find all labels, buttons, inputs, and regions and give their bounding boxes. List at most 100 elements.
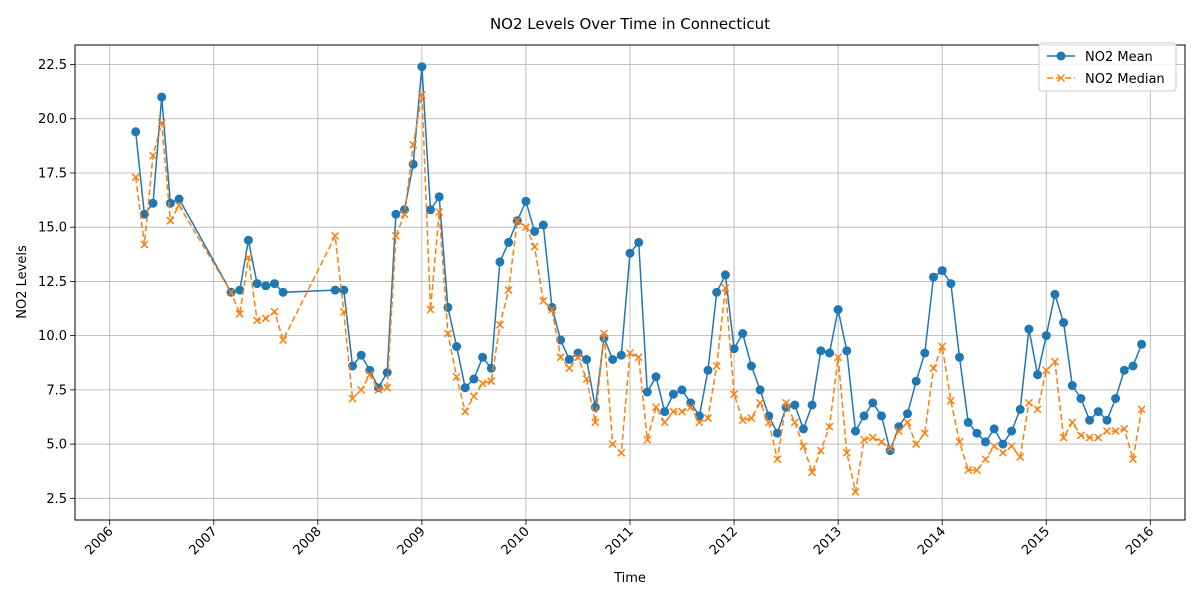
data-point-no2-median <box>929 364 938 373</box>
data-point-no2-median <box>808 468 817 477</box>
data-point-no2-median <box>244 253 253 262</box>
data-point-no2-mean <box>564 355 574 364</box>
data-point-no2-mean <box>478 352 488 362</box>
data-point-no2-mean <box>798 424 808 434</box>
data-point-no2-median <box>1111 427 1120 436</box>
x-axis-label: Time <box>613 571 646 586</box>
data-point-no2-median <box>981 455 990 464</box>
data-point-no2-mean <box>278 287 288 297</box>
data-point-no2-mean <box>165 198 175 208</box>
chart-title: NO2 Levels Over Time in Connecticut <box>490 15 770 33</box>
data-point-no2-mean <box>686 398 696 408</box>
data-point-no2-median <box>608 440 617 449</box>
data-point-no2-median <box>270 307 279 316</box>
y-tick-label: 22.5 <box>38 58 67 73</box>
data-point-no2-median <box>357 385 366 394</box>
data-point-no2-median <box>279 335 288 345</box>
data-point-no2-median <box>157 119 166 128</box>
data-point-no2-median <box>1068 418 1077 427</box>
data-point-no2-mean <box>998 439 1008 449</box>
legend-mean-marker <box>1056 51 1066 61</box>
data-point-no2-mean <box>703 365 713 375</box>
data-point-no2-median <box>964 466 973 475</box>
data-point-no2-mean <box>1059 318 1069 328</box>
data-point-no2-median <box>539 296 548 305</box>
data-point-no2-median <box>175 201 184 210</box>
data-point-no2-median <box>625 348 635 358</box>
data-point-no2-mean <box>235 285 245 295</box>
data-point-no2-median <box>868 433 877 442</box>
data-point-no2-mean <box>1093 407 1103 417</box>
legend-mean-label: NO2 Mean <box>1085 50 1153 65</box>
data-point-no2-mean <box>1007 426 1017 436</box>
data-point-no2-median <box>452 372 461 381</box>
data-point-no2-mean <box>131 127 141 137</box>
data-point-no2-median <box>730 390 739 399</box>
data-point-no2-median <box>556 353 565 362</box>
data-point-no2-median <box>1024 398 1033 407</box>
data-point-no2-mean <box>460 383 470 393</box>
data-point-no2-mean <box>755 385 765 395</box>
data-point-no2-median <box>339 307 348 316</box>
data-point-no2-median <box>365 370 374 379</box>
data-point-no2-mean <box>720 270 730 280</box>
data-point-no2-median <box>738 416 747 425</box>
data-point-no2-median <box>712 361 721 371</box>
data-point-no2-median <box>426 305 435 314</box>
data-point-no2-mean <box>746 361 756 371</box>
data-point-no2-median <box>851 487 860 496</box>
data-point-no2-median <box>131 173 140 182</box>
data-point-no2-median <box>513 216 522 225</box>
y-axis-label: NO2 Levels <box>15 245 30 319</box>
data-point-no2-mean <box>625 248 635 258</box>
data-point-no2-median <box>1016 453 1025 462</box>
data-point-no2-median <box>972 466 981 475</box>
data-point-no2-mean <box>148 198 158 208</box>
series-no2-mean <box>131 62 1147 456</box>
data-point-no2-median <box>391 231 400 240</box>
data-point-no2-mean <box>157 92 167 102</box>
data-point-no2-median <box>695 418 704 427</box>
legend: NO2 Mean NO2 Median <box>1038 42 1177 92</box>
data-point-no2-median <box>1050 357 1059 366</box>
data-point-no2-mean <box>495 257 505 267</box>
data-point-no2-mean <box>833 305 843 315</box>
data-point-no2-median <box>417 90 426 99</box>
data-point-no2-median <box>678 407 687 416</box>
legend-box <box>1038 42 1177 92</box>
data-point-no2-median <box>643 435 652 444</box>
data-point-no2-median <box>383 383 392 392</box>
legend-median-marker <box>1056 73 1066 83</box>
data-point-no2-median <box>747 414 756 423</box>
data-point-no2-mean <box>1050 289 1060 299</box>
data-point-no2-mean <box>434 192 444 202</box>
data-point-no2-mean <box>972 428 982 438</box>
data-point-no2-mean <box>955 352 964 362</box>
y-tick-label: 20.0 <box>38 112 67 127</box>
data-point-no2-median <box>955 437 964 446</box>
data-point-no2-mean <box>469 374 479 384</box>
data-point-no2-median <box>140 240 149 249</box>
data-point-no2-mean <box>668 389 678 399</box>
data-point-no2-median <box>253 316 262 325</box>
data-point-no2-mean <box>981 437 990 447</box>
data-point-no2-median <box>235 309 244 318</box>
data-point-no2-median <box>938 342 947 351</box>
data-point-no2-median <box>860 435 869 444</box>
y-tick-label: 7.5 <box>46 383 67 398</box>
data-point-no2-median <box>669 407 678 416</box>
data-point-no2-median <box>990 442 999 451</box>
y-tick-label: 10.0 <box>38 329 67 344</box>
data-point-no2-mean <box>270 279 279 289</box>
data-point-no2-mean <box>660 407 670 417</box>
data-point-no2-mean <box>391 209 401 219</box>
data-point-no2-median <box>799 442 808 451</box>
data-point-no2-median <box>842 448 851 457</box>
data-point-no2-mean <box>868 398 878 408</box>
data-point-no2-mean <box>330 285 340 295</box>
data-point-no2-mean <box>382 368 392 377</box>
y-tick-label: 12.5 <box>38 275 67 290</box>
data-point-no2-mean <box>504 237 514 247</box>
data-point-no2-mean <box>729 344 739 354</box>
